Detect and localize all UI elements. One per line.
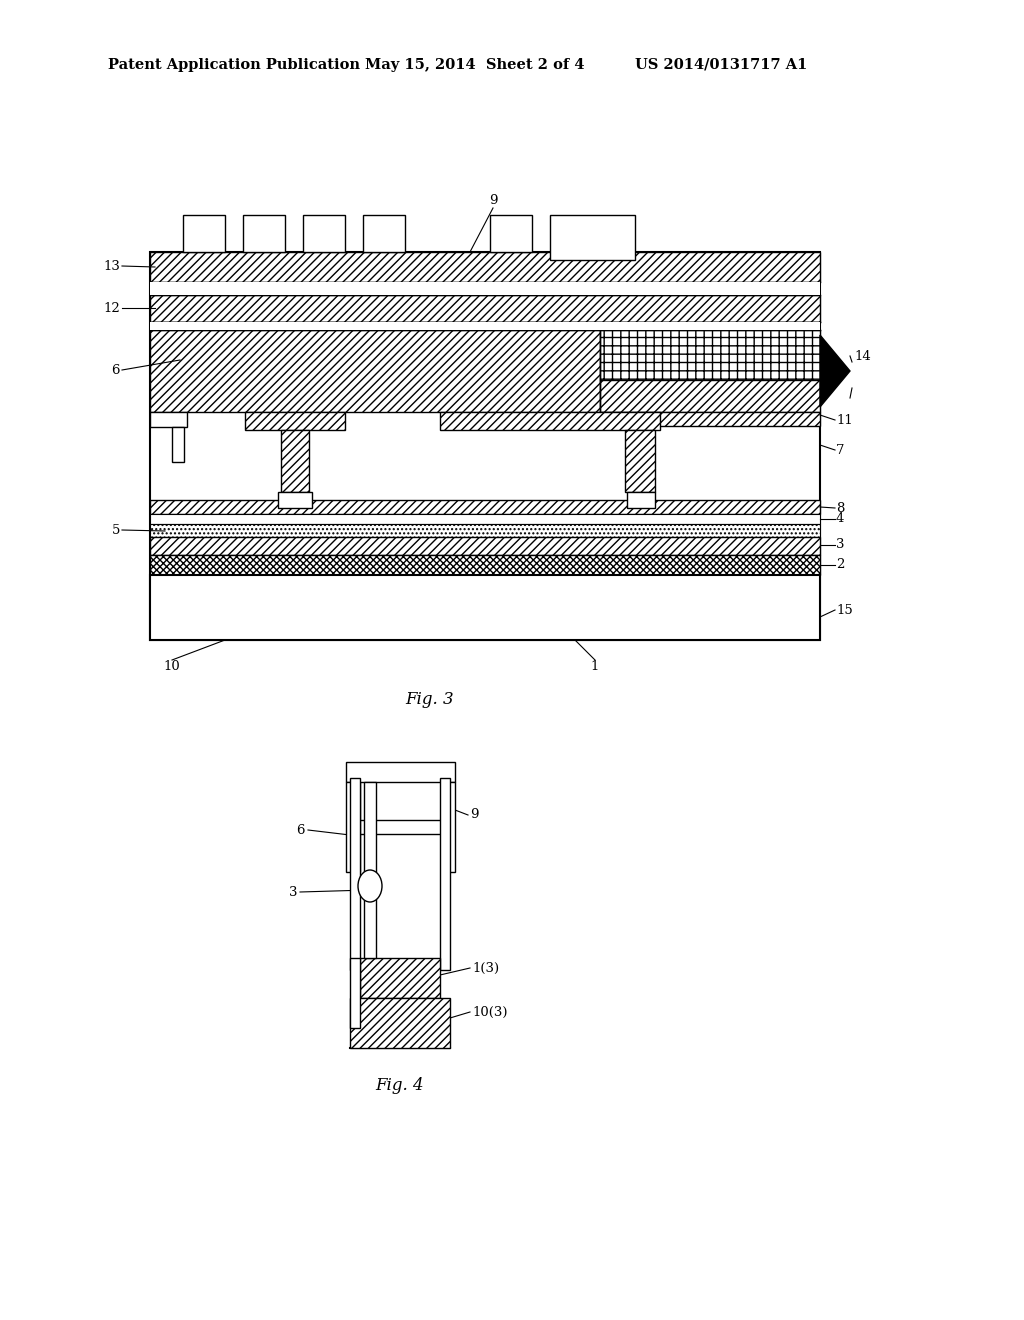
Bar [350, 958, 360, 1028]
Text: Patent Application Publication: Patent Application Publication [108, 58, 360, 73]
Bar [150, 282, 820, 294]
Text: 3: 3 [290, 886, 298, 899]
Bar [150, 252, 820, 640]
Text: 11: 11 [836, 413, 853, 426]
Text: 3: 3 [836, 539, 845, 552]
Bar [150, 524, 820, 537]
Bar [350, 777, 360, 970]
Text: 15: 15 [836, 603, 853, 616]
Bar [150, 576, 820, 640]
Text: 10(3): 10(3) [472, 1006, 508, 1019]
Bar [278, 492, 312, 508]
Bar [600, 380, 820, 412]
Bar [303, 215, 345, 252]
Text: 1(3): 1(3) [472, 961, 499, 974]
Bar [440, 777, 450, 970]
Bar [350, 998, 450, 1048]
Bar [150, 500, 820, 513]
Bar [183, 215, 225, 252]
Bar [243, 215, 285, 252]
Bar [550, 215, 635, 260]
Text: 1: 1 [591, 660, 599, 672]
Text: 7: 7 [836, 444, 845, 457]
Bar [600, 412, 820, 426]
Text: 8: 8 [836, 502, 845, 515]
Bar [360, 820, 441, 834]
Text: 12: 12 [103, 301, 120, 314]
Bar [346, 781, 360, 873]
Bar [150, 554, 820, 576]
Text: US 2014/0131717 A1: US 2014/0131717 A1 [635, 58, 807, 73]
Bar [150, 537, 820, 554]
Bar [364, 781, 376, 958]
Bar [441, 781, 455, 873]
Bar [360, 958, 440, 998]
Bar [150, 513, 820, 524]
Text: 5: 5 [112, 524, 120, 536]
Text: 4: 4 [836, 512, 845, 525]
Text: 10: 10 [164, 660, 180, 672]
Bar [362, 215, 406, 252]
Bar [150, 294, 820, 322]
Text: 6: 6 [297, 824, 305, 837]
Text: May 15, 2014  Sheet 2 of 4: May 15, 2014 Sheet 2 of 4 [365, 58, 585, 73]
Text: 14: 14 [854, 350, 870, 363]
Bar [172, 426, 184, 462]
Text: 6: 6 [112, 363, 120, 376]
Text: Fig. 3: Fig. 3 [406, 692, 455, 709]
Text: Fig. 4: Fig. 4 [376, 1077, 424, 1093]
Bar [346, 762, 455, 781]
Bar [600, 330, 820, 380]
Bar [625, 430, 655, 492]
Bar [150, 252, 820, 282]
Bar [245, 412, 345, 430]
Ellipse shape [358, 870, 382, 902]
Bar [627, 492, 655, 508]
Bar [490, 215, 532, 252]
Bar [150, 412, 187, 426]
Bar [281, 430, 309, 492]
Bar [150, 322, 820, 330]
Text: 9: 9 [470, 808, 478, 821]
Bar [150, 330, 600, 412]
Bar [440, 412, 660, 430]
Text: 13: 13 [103, 260, 120, 272]
Text: 2: 2 [836, 558, 845, 572]
Polygon shape [820, 335, 850, 407]
Text: 9: 9 [488, 194, 498, 206]
